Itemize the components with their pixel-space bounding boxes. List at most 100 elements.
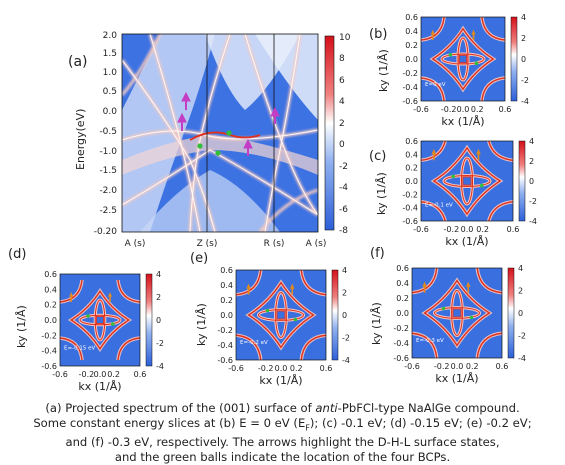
caption-text: -PbFCl-type NaAlGe compound. bbox=[337, 401, 520, 415]
cbar-0: 0 bbox=[339, 140, 345, 150]
ytick: 0.2 bbox=[405, 41, 418, 50]
energy-label: E=-0.3 eV bbox=[416, 338, 444, 344]
ytick: 0.6 bbox=[405, 137, 418, 146]
caption-line-1: (a) Projected spectrum of the (001) surf… bbox=[6, 401, 559, 416]
colorbar-tick: 4 bbox=[156, 270, 161, 279]
energy-label: E=-0.2 eV bbox=[240, 340, 268, 346]
caption-subscript: F bbox=[305, 423, 310, 433]
xtick: 0.2 bbox=[290, 364, 303, 373]
ytick: -0.6 bbox=[41, 362, 57, 371]
ytick-0.0: 0.0 bbox=[103, 107, 118, 117]
bcp-green-ball-icon bbox=[441, 306, 474, 320]
xtick: -0.2 bbox=[434, 362, 450, 371]
colorbar-tick: -4 bbox=[518, 354, 526, 363]
colorbar-tick: -4 bbox=[342, 356, 350, 365]
ytick: -0.2 bbox=[393, 324, 409, 333]
dhl-arrow-icon bbox=[177, 91, 280, 156]
ytick: 0.6 bbox=[44, 270, 57, 279]
ytick-1.0: 1.0 bbox=[103, 68, 118, 78]
ytick: -0.2 bbox=[217, 326, 233, 335]
panel-a-yticks: 2.0 1.5 1.0 0.5 0.0 -0.5 -1.0 -1.5 -2.0 … bbox=[94, 31, 118, 237]
xtick: -0.2 bbox=[79, 370, 95, 379]
panel-c: (c)E=-0.1 eV0.60.40.20.0-0.2-0.4-0.6-0.6… bbox=[369, 137, 537, 248]
colorbar-tick: 0 bbox=[518, 309, 523, 318]
energy-label: E=0 eV bbox=[425, 82, 446, 88]
xtick-A-left: A (s) bbox=[125, 239, 146, 249]
panel-d-label: (d) bbox=[8, 247, 26, 262]
cbar-4: 4 bbox=[339, 97, 345, 107]
panel-a: (a) Energy(eV) bbox=[68, 31, 351, 249]
ytick: -0.6 bbox=[402, 217, 418, 226]
xtick: 0.0 bbox=[451, 362, 464, 371]
colorbar-tick: 2 bbox=[518, 287, 523, 296]
ytick: 0.0 bbox=[405, 177, 418, 186]
bcp-green-ball-icon bbox=[197, 130, 232, 156]
panel-d-xlabel: kx (1/Å) bbox=[78, 380, 121, 393]
ytick: 0.2 bbox=[44, 301, 57, 310]
ytick--2.0: -2.0 bbox=[99, 186, 117, 196]
panel-a-colorbar-ticks: 10 8 6 4 2 0 -2 -4 -6 -8 bbox=[339, 33, 351, 236]
xtick: 0.6 bbox=[496, 362, 509, 371]
xtick: 0.0 bbox=[94, 370, 107, 379]
caption-text: (a) Projected spectrum of the (001) surf… bbox=[45, 401, 316, 415]
panel-f: (f)E=-0.3 eV0.60.40.20.0-0.2-0.4-0.6-0.6… bbox=[370, 246, 526, 385]
cbar--2: -2 bbox=[339, 162, 348, 172]
panel-c-xlabel: kx (1/Å) bbox=[445, 235, 488, 248]
xtick: -0.2 bbox=[444, 225, 460, 234]
xtick: -0.6 bbox=[413, 105, 429, 114]
panel-c-label: (c) bbox=[369, 149, 386, 164]
panel-d-colorbar bbox=[145, 273, 153, 367]
colorbar-tick: 0 bbox=[521, 55, 526, 64]
xtick: 0.0 bbox=[457, 105, 470, 114]
ytick: 0.2 bbox=[405, 164, 418, 173]
bcp-green-ball-icon bbox=[448, 53, 479, 65]
bcp-green-ball-icon bbox=[451, 174, 484, 188]
xtick: 0.6 bbox=[320, 364, 333, 373]
cbar-2: 2 bbox=[339, 119, 345, 129]
caption-text: ); (c) -0.1 eV; (d) -0.15 eV; (e) -0.2 e… bbox=[309, 416, 532, 430]
colorbar-tick: 2 bbox=[529, 157, 534, 166]
panel-e-colorbar bbox=[331, 269, 339, 361]
xtick: -0.2 bbox=[258, 364, 274, 373]
ytick-2.0: 2.0 bbox=[103, 31, 118, 41]
xtick: 0.6 bbox=[499, 105, 512, 114]
ytick: -0.4 bbox=[41, 347, 57, 356]
xtick: -0.6 bbox=[52, 370, 68, 379]
cbar--8: -8 bbox=[339, 226, 348, 236]
panel-a-ylabel: Energy(eV) bbox=[74, 109, 87, 170]
caption-line-4: and the green balls indicate the locatio… bbox=[114, 450, 451, 465]
panel-f-colorbar bbox=[507, 267, 515, 359]
ytick--2.5: -2.5 bbox=[99, 206, 117, 216]
cbar-6: 6 bbox=[339, 76, 345, 86]
xtick: 0.2 bbox=[466, 362, 479, 371]
dhl-arrow-icon bbox=[69, 292, 112, 302]
panel-c-colorbar bbox=[518, 140, 526, 222]
xtick: 0.0 bbox=[275, 364, 288, 373]
ytick: -0.6 bbox=[402, 97, 418, 106]
ytick--0.5: -0.5 bbox=[99, 127, 117, 137]
ytick: 0.0 bbox=[396, 309, 409, 318]
panel-d: (d)E=-0.15 eV0.60.40.20.0-0.2-0.4-0.6-0.… bbox=[8, 247, 164, 393]
panel-b-label: (b) bbox=[369, 27, 387, 42]
figure-caption: (a) Projected spectrum of the (001) surf… bbox=[6, 401, 559, 465]
colorbar-tick: 2 bbox=[521, 34, 526, 43]
ytick: -0.2 bbox=[402, 190, 418, 199]
ytick: -0.6 bbox=[217, 356, 233, 365]
panel-c-ylabel: ky (1/Å) bbox=[375, 172, 388, 215]
fermi-contours bbox=[236, 270, 326, 360]
ytick: 0.6 bbox=[405, 13, 418, 22]
panel-e-label: (e) bbox=[190, 251, 208, 266]
xtick: -0.2 bbox=[441, 105, 457, 114]
dhl-arrow-icon bbox=[422, 281, 471, 293]
band-structure bbox=[122, 34, 318, 232]
energy-label: E=-0.15 eV bbox=[64, 345, 95, 351]
fermi-contours bbox=[412, 268, 502, 358]
xtick: 0.6 bbox=[507, 225, 520, 234]
colorbar-tick: 4 bbox=[521, 13, 526, 22]
fermi-contours bbox=[60, 279, 140, 361]
dhl-arrow-icon bbox=[431, 148, 481, 161]
colorbar-tick: 4 bbox=[518, 264, 523, 273]
xtick: 0.2 bbox=[476, 225, 489, 234]
colorbar-tick: 4 bbox=[529, 137, 534, 146]
xtick: 0.2 bbox=[107, 370, 120, 379]
